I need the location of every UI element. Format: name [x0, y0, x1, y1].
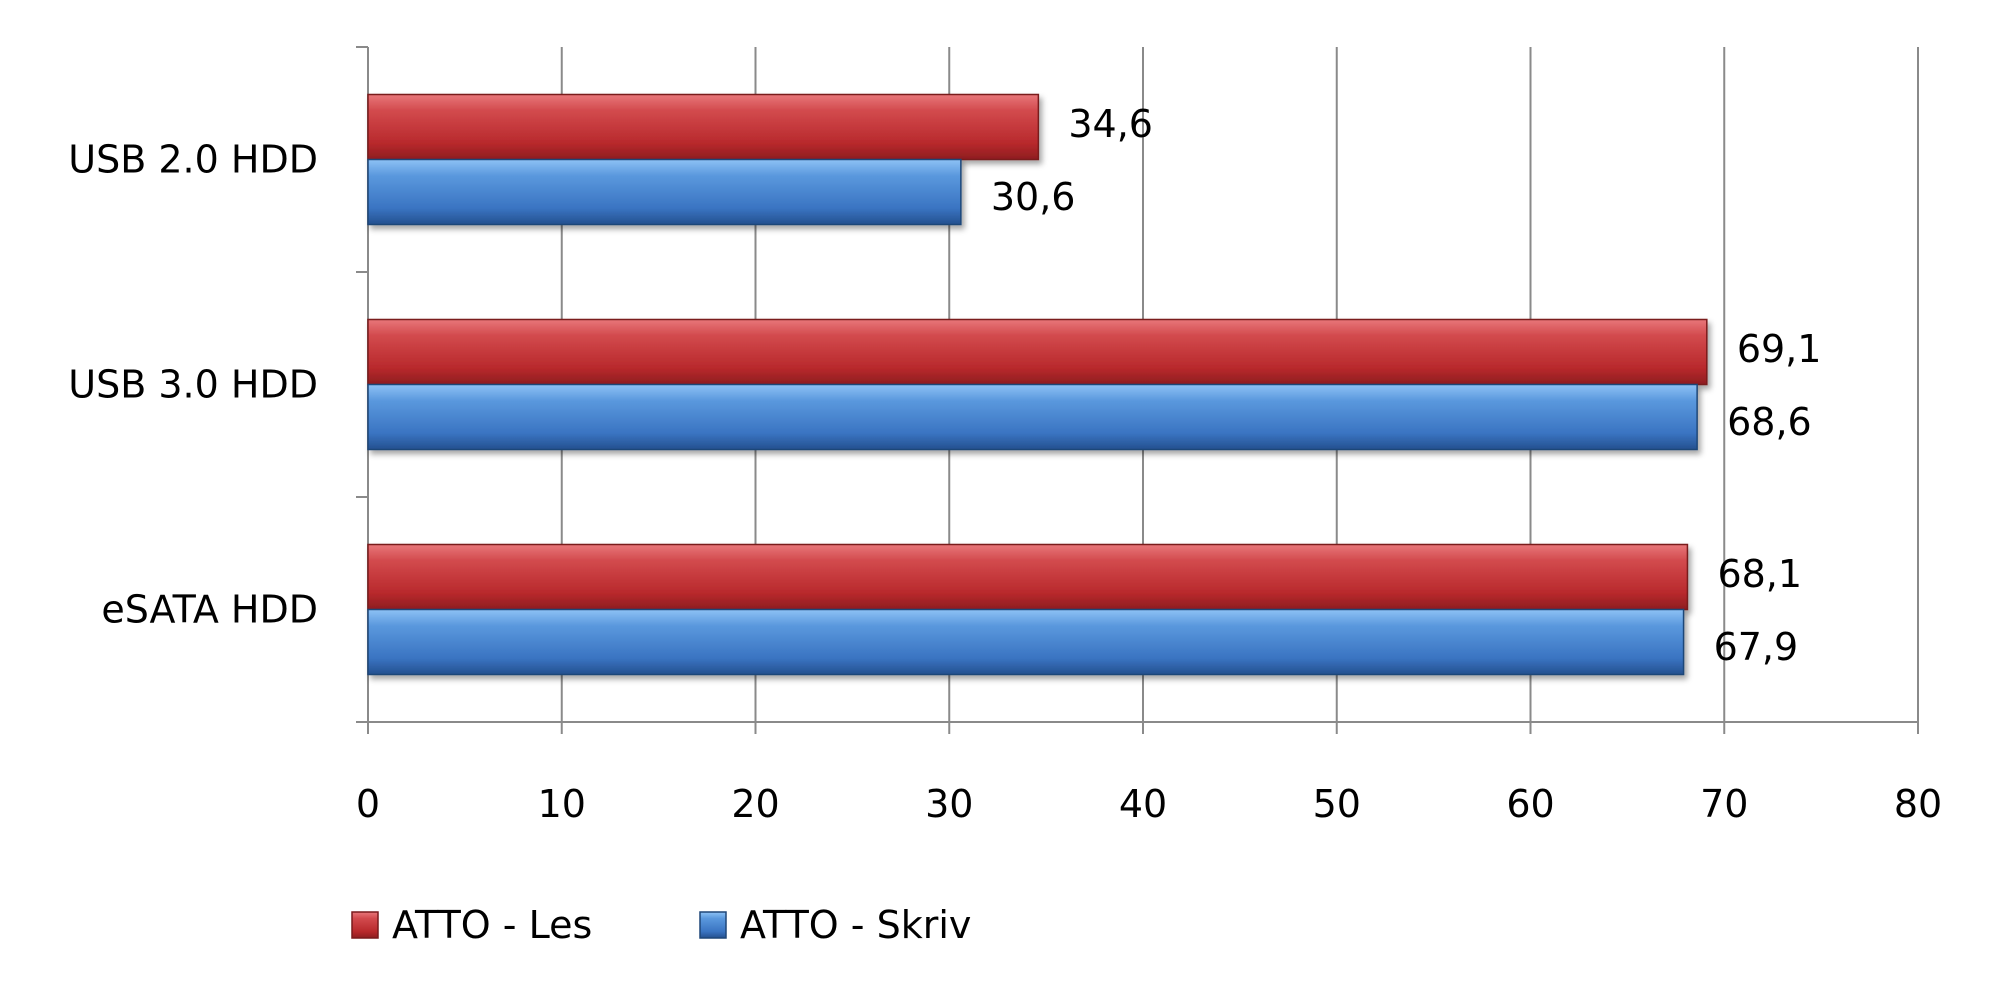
legend-label: ATTO - Skriv [740, 903, 971, 947]
bars [367, 93, 1708, 676]
bar [367, 318, 1708, 386]
data-label: 67,9 [1714, 625, 1799, 669]
legend-swatch [351, 911, 379, 939]
x-tick-label: 80 [1894, 782, 1942, 826]
data-label: 68,6 [1727, 400, 1812, 444]
data-label: 30,6 [991, 175, 1076, 219]
bar [367, 383, 1698, 451]
bar [367, 543, 1689, 611]
data-label: 34,6 [1068, 102, 1153, 146]
x-tick-label: 20 [731, 782, 779, 826]
x-tick-label: 0 [356, 782, 380, 826]
x-tick-label: 40 [1119, 782, 1167, 826]
x-tick-label: 70 [1700, 782, 1748, 826]
x-tick-label: 60 [1506, 782, 1554, 826]
bar [367, 158, 962, 226]
legend: ATTO - Les ATTO - Skriv [351, 903, 971, 947]
bar [367, 608, 1685, 676]
x-tick-label: 50 [1313, 782, 1361, 826]
category-label: USB 2.0 HDD [68, 138, 318, 182]
x-tick-label: 10 [538, 782, 586, 826]
x-tick-label: 30 [925, 782, 973, 826]
category-label: USB 3.0 HDD [68, 363, 318, 407]
data-label: 69,1 [1737, 327, 1822, 371]
labels: 0 10 20 30 40 50 60 70 80 USB 2.0 HDD 34,6 30,6 USB … [68, 102, 1942, 826]
data-label: 68,1 [1717, 552, 1802, 596]
bar [367, 93, 1040, 161]
legend-swatch [699, 911, 727, 939]
legend-label: ATTO - Les [392, 903, 592, 947]
category-label: eSATA HDD [101, 588, 318, 632]
